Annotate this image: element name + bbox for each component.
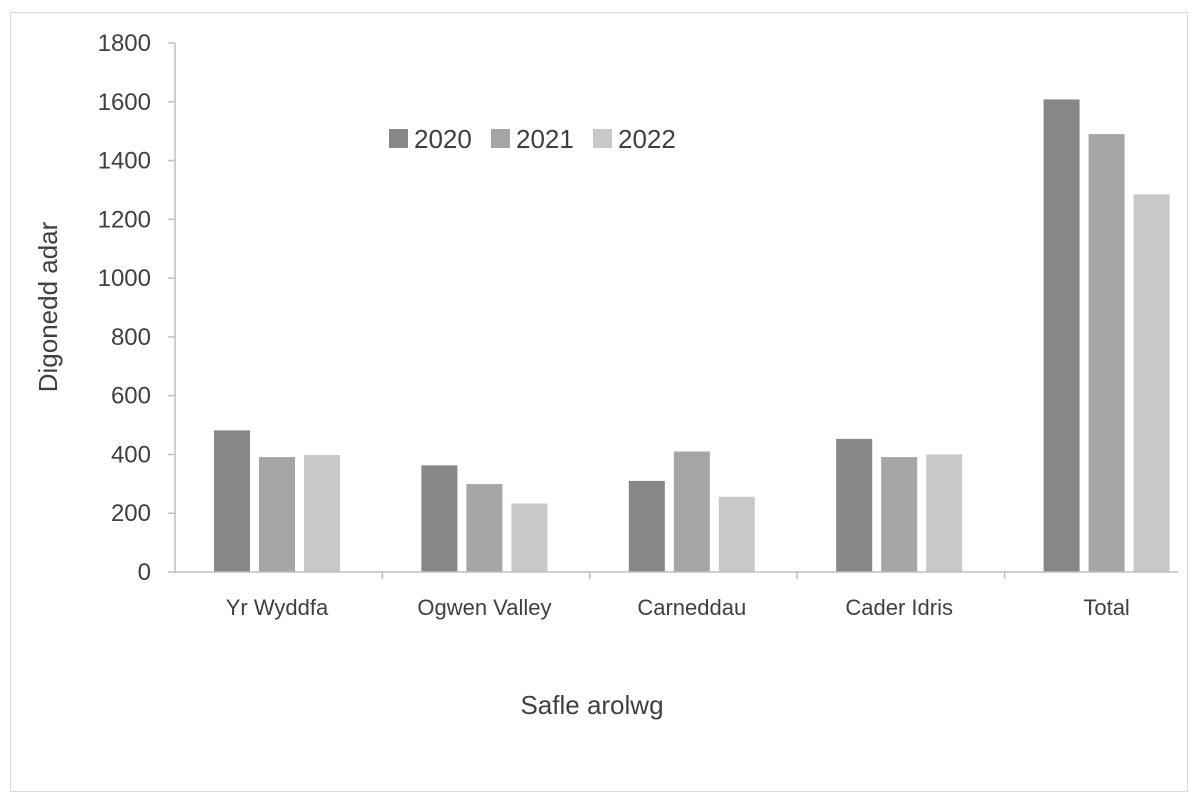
y-tick-label: 600 <box>111 383 151 410</box>
bar-2020-4 <box>1043 99 1080 572</box>
x-tick-label: Total <box>1083 595 1129 620</box>
legend-swatch-2021 <box>491 129 510 148</box>
bar-2021-0 <box>259 457 295 572</box>
y-tick-label: 1800 <box>98 30 151 57</box>
x-axis-title: Safle arolwg <box>520 690 663 720</box>
legend: 2020 2021 2022 <box>389 124 676 154</box>
bar-chart: 0 200 400 600 800 1000 1200 1400 1600 1800 Yr Wyd… <box>33 30 1178 720</box>
bar-2020-1 <box>421 465 458 572</box>
y-tick-label: 1200 <box>98 206 151 233</box>
bar-2020-3 <box>836 438 873 572</box>
y-tick-label: 400 <box>111 441 151 468</box>
legend-label-2022: 2022 <box>618 124 676 154</box>
x-tick-label: Cader Idris <box>845 595 953 620</box>
bar-2020-2 <box>628 480 665 572</box>
bar-2022-0 <box>304 455 340 572</box>
legend-label-2021: 2021 <box>516 124 574 154</box>
bar-2021-3 <box>881 457 918 572</box>
x-axis-tick-labels: Yr Wyddfa Ogwen Valley Carneddau Cader Idri… <box>226 572 1130 620</box>
y-tick-label: 200 <box>111 500 151 527</box>
y-tick-label: 1000 <box>98 265 151 292</box>
y-tick-label: 0 <box>138 559 151 586</box>
y-tick-label: 1600 <box>98 89 151 116</box>
bar-2022-1 <box>511 503 548 572</box>
x-tick-label: Ogwen Valley <box>417 595 551 620</box>
legend-label-2020: 2020 <box>414 124 472 154</box>
x-tick-label: Carneddau <box>637 595 746 620</box>
y-axis-title: Digonedd adar <box>33 221 63 392</box>
bar-2021-1 <box>466 484 503 572</box>
bars <box>214 99 1170 572</box>
y-axis-ticks: 0 200 400 600 800 1000 1200 1400 1600 1800 <box>98 30 175 586</box>
bar-2022-4 <box>1133 194 1170 572</box>
legend-swatch-2022 <box>593 129 612 148</box>
x-tick-label: Yr Wyddfa <box>226 595 329 620</box>
bar-2021-4 <box>1088 134 1125 572</box>
legend-swatch-2020 <box>389 129 408 148</box>
y-tick-label: 1400 <box>98 148 151 175</box>
bar-2022-3 <box>926 454 963 572</box>
bar-2021-2 <box>673 451 710 572</box>
y-tick-label: 800 <box>111 324 151 351</box>
bar-2022-2 <box>718 496 755 572</box>
bar-2020-0 <box>214 430 250 572</box>
